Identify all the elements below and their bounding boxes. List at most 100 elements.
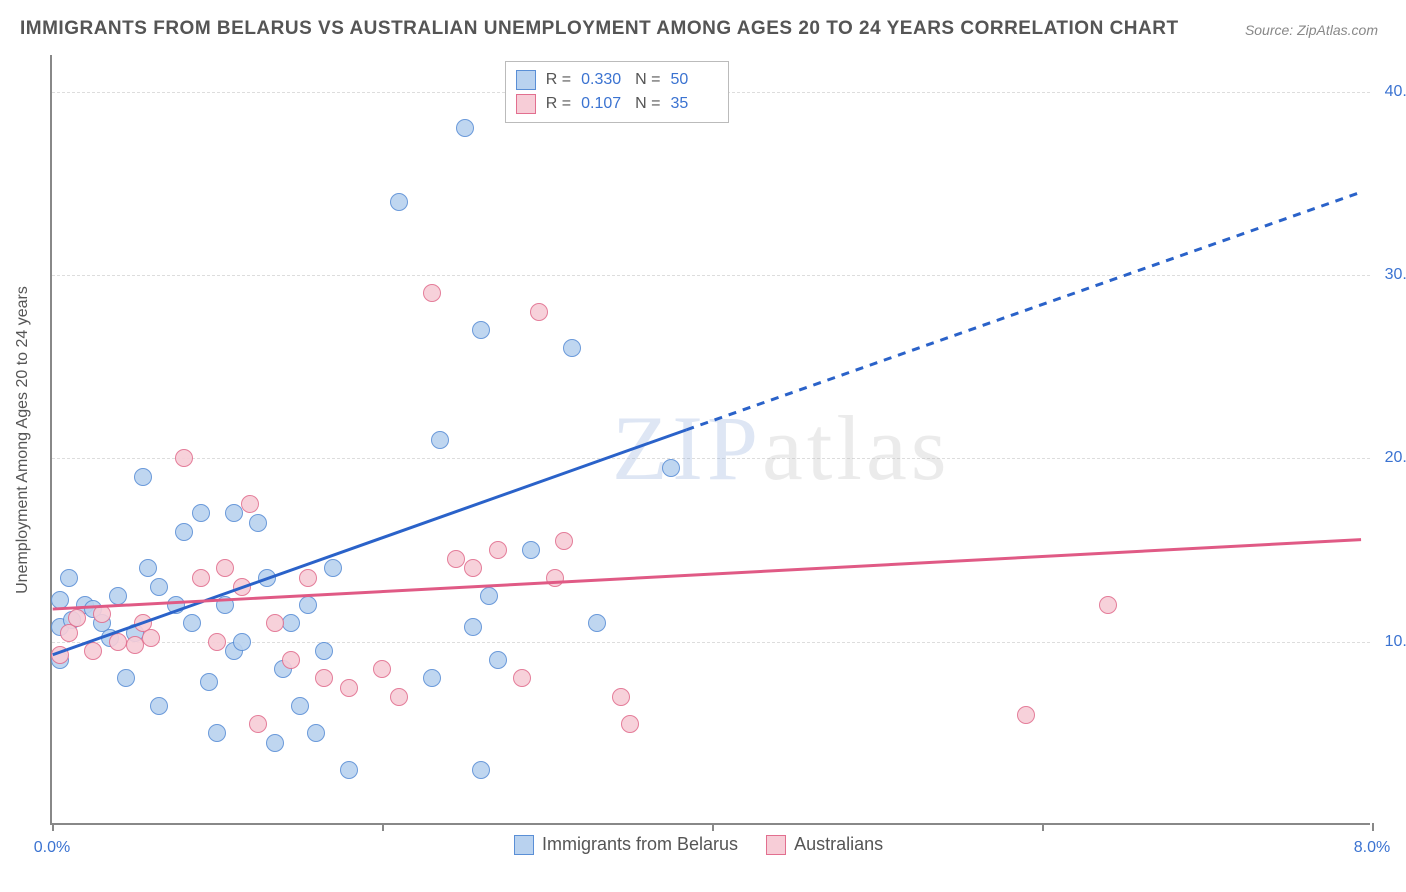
scatter-point bbox=[1099, 596, 1117, 614]
n-value: 50 bbox=[670, 68, 714, 92]
scatter-point bbox=[315, 642, 333, 660]
legend-swatch bbox=[766, 835, 786, 855]
x-tick bbox=[1372, 823, 1374, 831]
scatter-point bbox=[109, 633, 127, 651]
legend-swatch bbox=[514, 835, 534, 855]
scatter-point bbox=[555, 532, 573, 550]
source-attribution: Source: ZipAtlas.com bbox=[1245, 22, 1378, 38]
watermark: ZIPatlas bbox=[612, 395, 951, 501]
y-tick-label: 40.0% bbox=[1375, 83, 1406, 101]
scatter-point bbox=[109, 587, 127, 605]
scatter-point bbox=[489, 541, 507, 559]
scatter-point bbox=[530, 303, 548, 321]
y-axis-label: Unemployment Among Ages 20 to 24 years bbox=[14, 286, 32, 594]
scatter-point bbox=[612, 688, 630, 706]
scatter-point bbox=[390, 688, 408, 706]
legend-series: Immigrants from Belarus Australians bbox=[514, 834, 883, 855]
scatter-point bbox=[208, 633, 226, 651]
scatter-point bbox=[423, 669, 441, 687]
scatter-point bbox=[192, 504, 210, 522]
scatter-point bbox=[447, 550, 465, 568]
scatter-point bbox=[84, 642, 102, 660]
scatter-point bbox=[662, 459, 680, 477]
legend-label: Australians bbox=[794, 834, 883, 855]
scatter-point bbox=[546, 569, 564, 587]
watermark-right: atlas bbox=[762, 397, 951, 499]
legend-item: Australians bbox=[766, 834, 883, 855]
scatter-point bbox=[126, 636, 144, 654]
scatter-point bbox=[134, 468, 152, 486]
scatter-point bbox=[167, 596, 185, 614]
scatter-point bbox=[340, 761, 358, 779]
n-label: N = bbox=[635, 68, 660, 92]
scatter-point bbox=[150, 578, 168, 596]
scatter-point bbox=[513, 669, 531, 687]
scatter-point bbox=[175, 523, 193, 541]
plot-area: ZIPatlas 10.0%20.0%30.0%40.0%0.0%8.0%R =… bbox=[50, 55, 1370, 825]
scatter-point bbox=[233, 633, 251, 651]
y-tick-label: 10.0% bbox=[1375, 633, 1406, 651]
scatter-point bbox=[489, 651, 507, 669]
scatter-point bbox=[139, 559, 157, 577]
trend-line bbox=[53, 540, 1361, 609]
scatter-point bbox=[60, 569, 78, 587]
scatter-point bbox=[200, 673, 218, 691]
scatter-point bbox=[249, 514, 267, 532]
scatter-point bbox=[464, 559, 482, 577]
x-tick bbox=[52, 823, 54, 831]
scatter-point bbox=[216, 559, 234, 577]
scatter-point bbox=[93, 605, 111, 623]
scatter-point bbox=[480, 587, 498, 605]
scatter-point bbox=[307, 724, 325, 742]
scatter-point bbox=[390, 193, 408, 211]
scatter-point bbox=[373, 660, 391, 678]
legend-label: Immigrants from Belarus bbox=[542, 834, 738, 855]
r-label: R = bbox=[546, 68, 571, 92]
scatter-point bbox=[225, 504, 243, 522]
y-axis-label-container: Unemployment Among Ages 20 to 24 years bbox=[8, 55, 38, 825]
scatter-point bbox=[340, 679, 358, 697]
scatter-point bbox=[208, 724, 226, 742]
scatter-point bbox=[258, 569, 276, 587]
scatter-point bbox=[249, 715, 267, 733]
scatter-point bbox=[431, 431, 449, 449]
x-tick bbox=[712, 823, 714, 831]
scatter-point bbox=[192, 569, 210, 587]
scatter-point bbox=[472, 761, 490, 779]
scatter-point bbox=[183, 614, 201, 632]
scatter-point bbox=[142, 629, 160, 647]
legend-row: R =0.107N =35 bbox=[516, 92, 715, 116]
scatter-point bbox=[563, 339, 581, 357]
scatter-point bbox=[621, 715, 639, 733]
scatter-point bbox=[522, 541, 540, 559]
scatter-point bbox=[1017, 706, 1035, 724]
r-value: 0.107 bbox=[581, 92, 625, 116]
scatter-point bbox=[291, 697, 309, 715]
scatter-point bbox=[51, 591, 69, 609]
scatter-point bbox=[588, 614, 606, 632]
x-tick-label: 0.0% bbox=[34, 839, 70, 857]
legend-swatch bbox=[516, 70, 536, 90]
scatter-point bbox=[241, 495, 259, 513]
scatter-point bbox=[266, 614, 284, 632]
x-tick-label: 8.0% bbox=[1354, 839, 1390, 857]
gridline bbox=[52, 275, 1370, 276]
scatter-point bbox=[117, 669, 135, 687]
r-value: 0.330 bbox=[581, 68, 625, 92]
legend-item: Immigrants from Belarus bbox=[514, 834, 738, 855]
legend-correlation: R =0.330N =50R =0.107N =35 bbox=[505, 61, 730, 123]
scatter-point bbox=[266, 734, 284, 752]
scatter-point bbox=[216, 596, 234, 614]
x-tick bbox=[382, 823, 384, 831]
scatter-point bbox=[464, 618, 482, 636]
legend-swatch bbox=[516, 94, 536, 114]
scatter-point bbox=[423, 284, 441, 302]
watermark-left: ZIP bbox=[612, 397, 762, 499]
scatter-point bbox=[472, 321, 490, 339]
x-tick bbox=[1042, 823, 1044, 831]
legend-row: R = 0.330 N = 50 bbox=[516, 68, 715, 92]
r-label: R = bbox=[546, 92, 571, 116]
scatter-point bbox=[299, 569, 317, 587]
chart-title: IMMIGRANTS FROM BELARUS VS AUSTRALIAN UN… bbox=[20, 18, 1179, 40]
scatter-point bbox=[175, 449, 193, 467]
